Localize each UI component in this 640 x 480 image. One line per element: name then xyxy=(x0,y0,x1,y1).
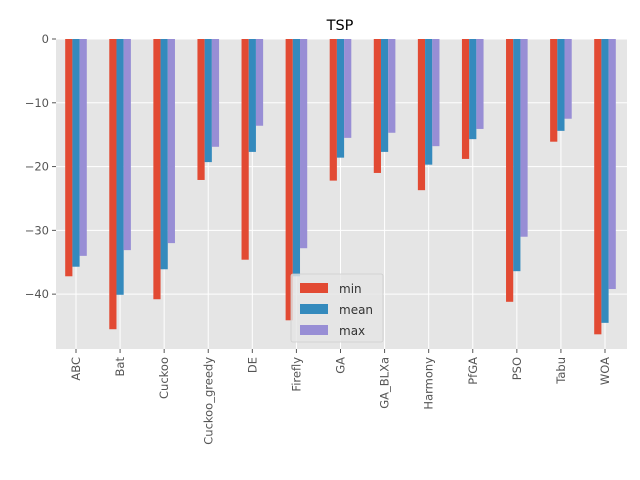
y-tick-label: −10 xyxy=(25,96,49,110)
bar-max-DE xyxy=(255,39,264,126)
x-tick-label: ABC xyxy=(69,357,83,381)
bar-min-Harmony xyxy=(417,39,426,191)
x-tick-label: PfGA xyxy=(466,357,480,385)
y-axis: 0 −10 −20 −30 −40 xyxy=(25,32,56,301)
y-tick-label: −40 xyxy=(25,287,49,301)
bar-mean-Cuckoo xyxy=(160,39,168,270)
x-tick-label: PSO xyxy=(510,357,524,380)
bar-min-Firefly xyxy=(285,39,293,321)
legend-swatch-max xyxy=(300,325,328,335)
x-axis: ABC Bat Cuckoo Cuckoo_greedy DE Firefly GA GA_B… xyxy=(69,349,612,445)
bar-mean-GA_BLXa xyxy=(380,39,389,152)
bar-mean-Bat xyxy=(116,39,124,295)
bar-mean-Firefly xyxy=(292,39,301,277)
bar-max-ABC xyxy=(79,39,87,256)
bar-min-Tabu xyxy=(550,39,558,142)
bar-min-DE xyxy=(241,39,249,260)
bar-min-PfGA xyxy=(461,39,470,159)
bar-max-GA xyxy=(344,39,352,138)
x-tick-label: Cuckoo xyxy=(157,357,171,399)
bar-min-PSO xyxy=(506,39,514,302)
x-tick-label: Bat xyxy=(113,357,127,377)
bar-min-Bat xyxy=(109,39,117,330)
bar-max-Harmony xyxy=(432,39,440,147)
bar-mean-DE xyxy=(248,39,256,152)
bar-min-GA_BLXa xyxy=(373,39,381,173)
bar-max-Tabu xyxy=(564,39,572,119)
y-tick-label: −20 xyxy=(25,160,49,174)
bars xyxy=(65,39,616,335)
y-tick-label: −30 xyxy=(25,223,49,237)
x-tick-label: GA xyxy=(334,357,348,374)
bar-mean-GA xyxy=(336,39,345,158)
legend-label-max: max xyxy=(339,324,365,338)
bar-min-GA xyxy=(329,39,337,181)
bar-mean-Harmony xyxy=(425,39,433,165)
bar-max-Cuckoo_greedy xyxy=(211,39,220,147)
x-tick-label: GA_BLXa xyxy=(378,357,392,409)
bar-max-Cuckoo xyxy=(167,39,175,244)
bar-mean-Cuckoo_greedy xyxy=(204,39,212,163)
x-tick-label: Firefly xyxy=(289,357,303,392)
bar-mean-PfGA xyxy=(469,39,477,140)
legend-swatch-min xyxy=(300,283,328,293)
bar-min-Cuckoo_greedy xyxy=(197,39,205,180)
legend-label-mean: mean xyxy=(339,303,373,317)
bar-max-GA_BLXa xyxy=(388,39,396,133)
bar-mean-Tabu xyxy=(557,39,565,131)
x-tick-label: WOA xyxy=(598,357,612,385)
y-tick-label: 0 xyxy=(42,32,49,46)
x-tick-label: DE xyxy=(245,357,259,373)
bar-max-Firefly xyxy=(300,39,308,249)
chart-title: TSP xyxy=(326,18,354,34)
bar-max-PfGA xyxy=(476,39,484,129)
legend: min mean max xyxy=(290,273,384,343)
bar-mean-PSO xyxy=(513,39,521,272)
bar-min-Cuckoo xyxy=(153,39,161,300)
x-tick-label: Tabu xyxy=(554,357,568,385)
legend-label-min: min xyxy=(339,282,362,296)
x-tick-label: Cuckoo_greedy xyxy=(201,357,215,445)
legend-swatch-mean xyxy=(300,304,328,314)
bar-max-Bat xyxy=(123,39,131,251)
bar-mean-ABC xyxy=(72,39,80,267)
x-tick-label: Harmony xyxy=(422,357,436,410)
bar-min-ABC xyxy=(65,39,73,277)
bar-min-WOA xyxy=(594,39,602,335)
bar-mean-WOA xyxy=(601,39,609,323)
bar-max-WOA xyxy=(608,39,616,290)
bar-max-PSO xyxy=(520,39,528,237)
